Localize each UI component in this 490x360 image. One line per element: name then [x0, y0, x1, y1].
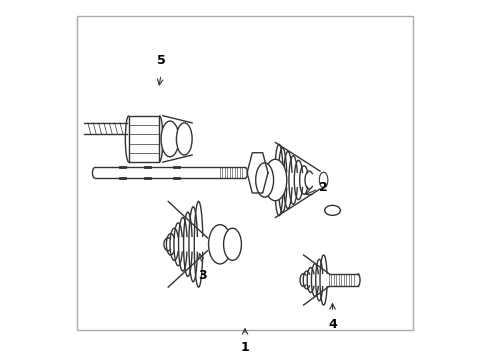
- Text: 1: 1: [241, 341, 249, 354]
- Ellipse shape: [209, 225, 231, 264]
- Ellipse shape: [325, 205, 341, 215]
- Ellipse shape: [176, 123, 192, 155]
- Ellipse shape: [256, 163, 273, 197]
- Text: 3: 3: [198, 269, 206, 282]
- Ellipse shape: [264, 159, 287, 201]
- Text: 4: 4: [328, 318, 337, 330]
- Text: 2: 2: [319, 181, 328, 194]
- Ellipse shape: [319, 172, 328, 188]
- Ellipse shape: [223, 228, 242, 260]
- Text: 5: 5: [157, 54, 166, 67]
- Ellipse shape: [161, 121, 179, 157]
